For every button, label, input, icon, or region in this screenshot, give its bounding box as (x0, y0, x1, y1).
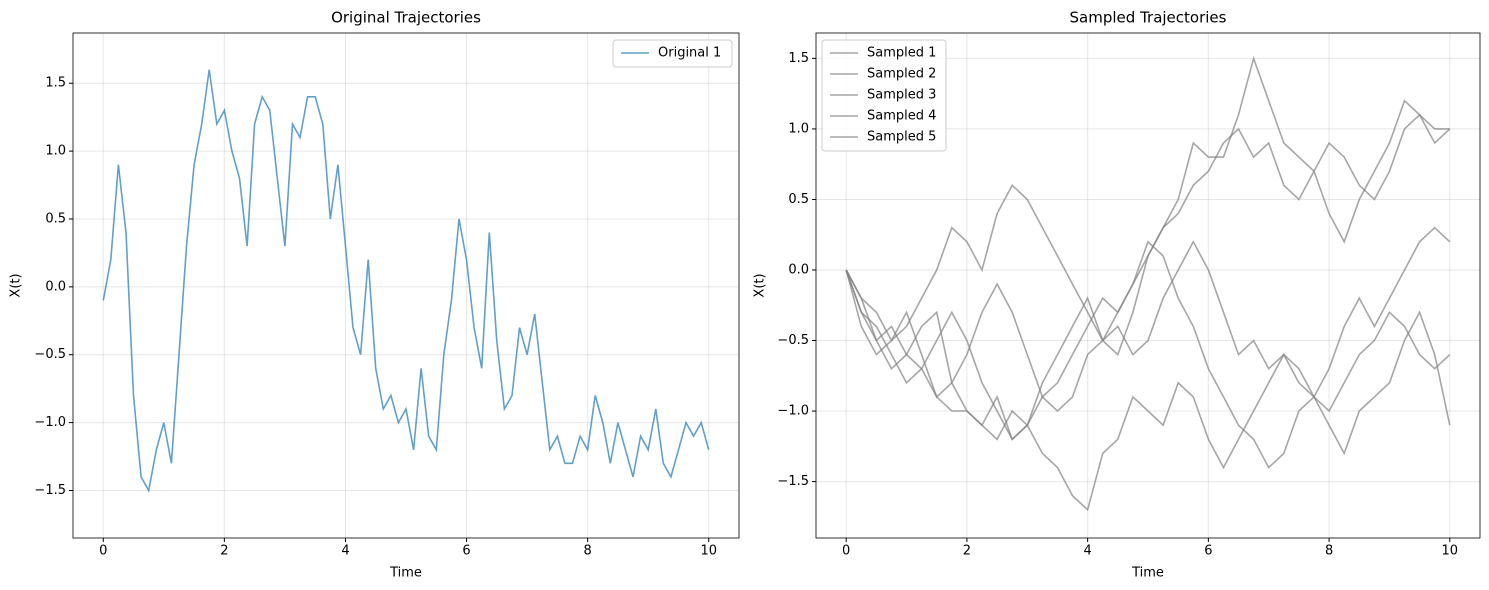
y-tick-label: 1.5 (788, 51, 809, 66)
legend-box (821, 39, 947, 152)
y-tick-label: −1.0 (777, 404, 809, 419)
y-tick-label: 1.0 (45, 144, 66, 159)
y-axis-label: X(t) (753, 273, 768, 297)
legend: Sampled 1 Sampled 2 Sampled 3 Sampled 4 Samp… (821, 39, 947, 152)
x-tick-label: 6 (462, 544, 470, 559)
x-tick-label: 6 (1204, 544, 1212, 559)
legend-label: Sampled 3 (867, 88, 936, 103)
y-tick-label: 0.0 (788, 262, 809, 277)
y-tick-label: 1.0 (788, 121, 809, 136)
x-tick-label: 4 (1083, 544, 1091, 559)
y-tick-label: −0.5 (34, 347, 66, 362)
y-tick-label: −1.5 (34, 483, 66, 498)
series-line (102, 69, 710, 493)
y-tick-label: 1.5 (45, 76, 66, 91)
y-tick-label: 0.0 (45, 279, 66, 294)
series-line (845, 184, 1451, 413)
y-tick-label: 0.5 (45, 211, 66, 226)
legend-label: Sampled 4 (867, 109, 936, 124)
x-axis-label: Time (389, 566, 422, 581)
x-tick-label: 8 (583, 544, 591, 559)
x-tick-label: 0 (99, 544, 107, 559)
legend-label: Sampled 2 (867, 67, 936, 82)
y-tick-label: −1.5 (777, 474, 809, 489)
legend-label: Sampled 1 (867, 46, 936, 61)
axes-frame (72, 32, 740, 539)
x-tick-label: 0 (842, 544, 850, 559)
y-axis-label: X(t) (9, 273, 24, 297)
y-tick-label: −1.0 (34, 415, 66, 430)
x-tick-label: 8 (1325, 544, 1333, 559)
chart-title: Original Trajectories (331, 9, 481, 27)
x-tick-label: 4 (341, 544, 349, 559)
y-tick-label: −0.5 (777, 333, 809, 348)
series-line (845, 226, 1451, 469)
legend-label: Sampled 5 (867, 130, 936, 145)
axes-frame (815, 32, 1481, 539)
series-line (845, 99, 1451, 413)
x-tick-label: 2 (963, 544, 971, 559)
x-axis-label: Time (1131, 566, 1164, 581)
legend: Original 1 (612, 39, 733, 68)
x-tick-label: 10 (1442, 544, 1459, 559)
legend-label: Original 1 (658, 46, 721, 61)
x-tick-label: 2 (220, 544, 228, 559)
x-tick-label: 10 (700, 544, 717, 559)
chart-title: Sampled Trajectories (1070, 9, 1227, 27)
y-tick-label: 0.5 (788, 192, 809, 207)
series-line (845, 269, 1451, 512)
legend-box (612, 39, 733, 68)
